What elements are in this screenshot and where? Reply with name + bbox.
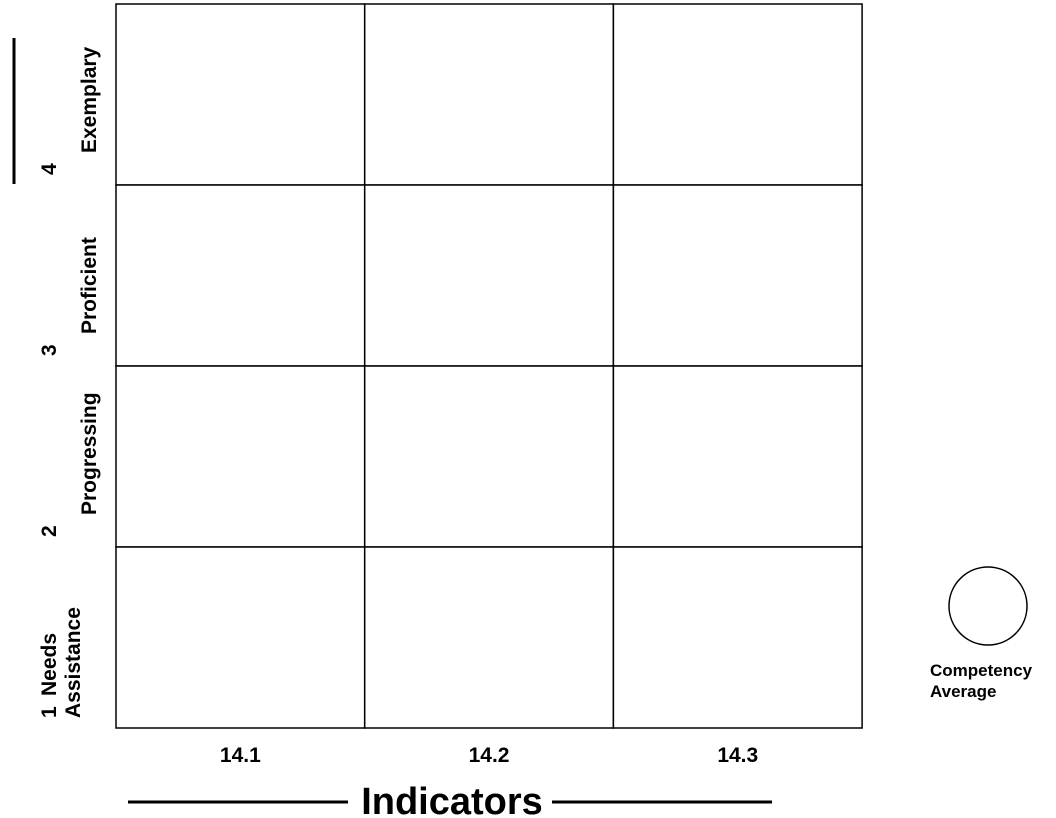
- legend-label-line: Competency: [930, 661, 1033, 680]
- legend-circle-icon: [948, 566, 1028, 646]
- row-label-text: Proficient: [78, 237, 101, 334]
- grid-cell-r2-c14-3: [612, 365, 863, 548]
- row-labels: 4 Exemplary 3 Proficient 2 Progressing 1 Needs A…: [38, 46, 101, 718]
- legend: Competency Average: [930, 566, 1033, 701]
- grid-cell-r4-c14-1: [115, 3, 366, 186]
- row-label-2: 2 Progressing: [38, 392, 101, 537]
- row-number: 1: [38, 706, 61, 718]
- grid-cell-r3-c14-1: [115, 184, 366, 367]
- column-label-14-1: 14.1: [220, 744, 261, 767]
- grid-cell-r2-c14-2: [363, 365, 615, 548]
- x-axis-title: Indicators: [361, 781, 543, 818]
- legend-label: Competency Average: [930, 661, 1033, 701]
- row-label-text: Progressing: [78, 392, 101, 515]
- row-label-1: 1 Needs Assistance: [38, 607, 85, 718]
- row-label-4: 4 Exemplary: [38, 46, 101, 175]
- grid-cell-r3-c14-2: [363, 184, 615, 367]
- row-number: 4: [38, 163, 61, 175]
- column-label-14-2: 14.2: [469, 744, 510, 767]
- row-number: 2: [38, 525, 61, 537]
- grid-cell-r4-c14-2: [363, 3, 615, 186]
- row-label-text: Assistance: [62, 607, 85, 718]
- row-label-3: 3 Proficient: [38, 237, 101, 356]
- grid-cell-r1-c14-1: [115, 546, 366, 729]
- grid-cell-r1-c14-3: [612, 546, 863, 729]
- column-labels: 14.1 14.2 14.3: [220, 744, 758, 767]
- legend-label-line: Average: [930, 682, 996, 701]
- row-label-text: Exemplary: [78, 46, 101, 153]
- rubric-grid: [115, 3, 863, 729]
- column-label-14-3: 14.3: [717, 744, 758, 767]
- grid-cell-r1-c14-2: [363, 546, 615, 729]
- grid-cell-r2-c14-1: [115, 365, 366, 548]
- row-label-text: Needs: [38, 633, 61, 696]
- grid-cell-r4-c14-3: [612, 3, 863, 186]
- row-number: 3: [38, 344, 61, 356]
- grid-cell-r3-c14-3: [612, 184, 863, 367]
